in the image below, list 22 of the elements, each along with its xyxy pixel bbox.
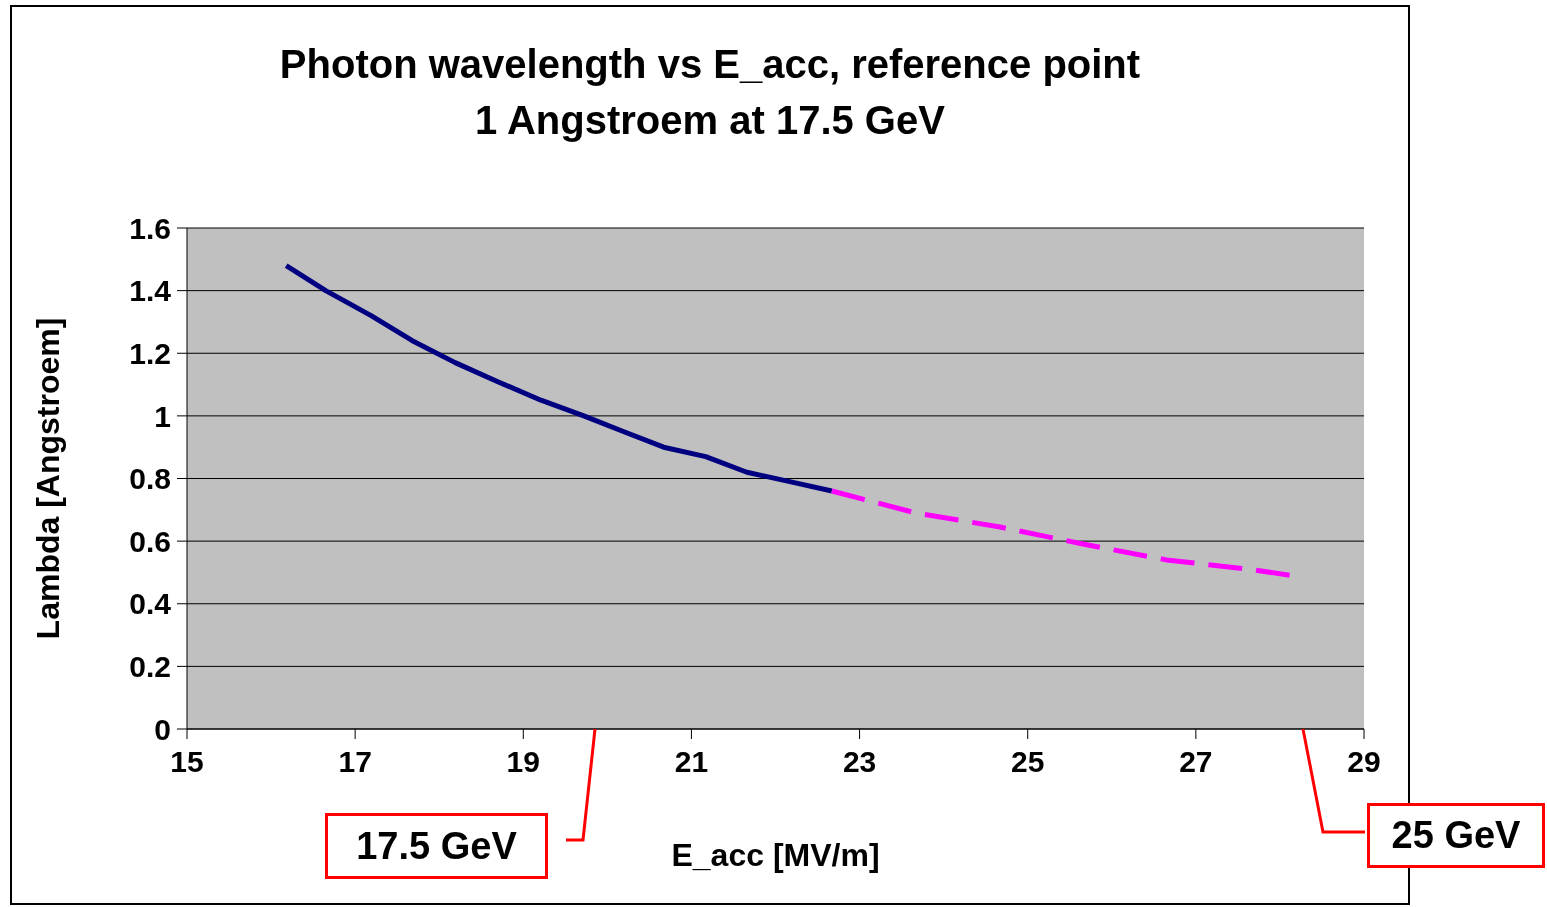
y-tick-label: 0.2 [129, 650, 171, 684]
y-axis-title: Lambda [Angstroem] [30, 317, 67, 640]
y-tick-label: 0 [154, 712, 171, 746]
x-tick-label: 25 [1011, 745, 1045, 779]
x-axis-title: E_acc [MV/m] [671, 837, 880, 873]
x-tick-label: 21 [674, 745, 709, 779]
y-tick-label: 1 [154, 399, 171, 433]
y-tick-label: 0.4 [129, 587, 172, 621]
y-tick-label: 0.8 [129, 462, 171, 496]
y-tick-label: 0.6 [129, 524, 171, 558]
x-tick-label: 27 [1179, 745, 1213, 779]
chart-title: Photon wavelength vs E_acc, reference point 1 Angstroem at 17.5 GeV [278, 41, 1142, 144]
y-tick-label: 1.6 [129, 211, 171, 245]
text: 25 GeV [1391, 814, 1521, 857]
text: 17.5 GeV [356, 824, 517, 868]
x-tick-label: 19 [506, 745, 540, 779]
y-tick-label: 1.4 [129, 274, 172, 308]
x-tick-label: 17 [338, 745, 372, 779]
x-tick-label: 15 [170, 745, 204, 779]
x-tick-label: 29 [1347, 745, 1381, 779]
x-tick-label: 23 [842, 745, 877, 779]
y-tick-label: 1.2 [129, 336, 171, 370]
